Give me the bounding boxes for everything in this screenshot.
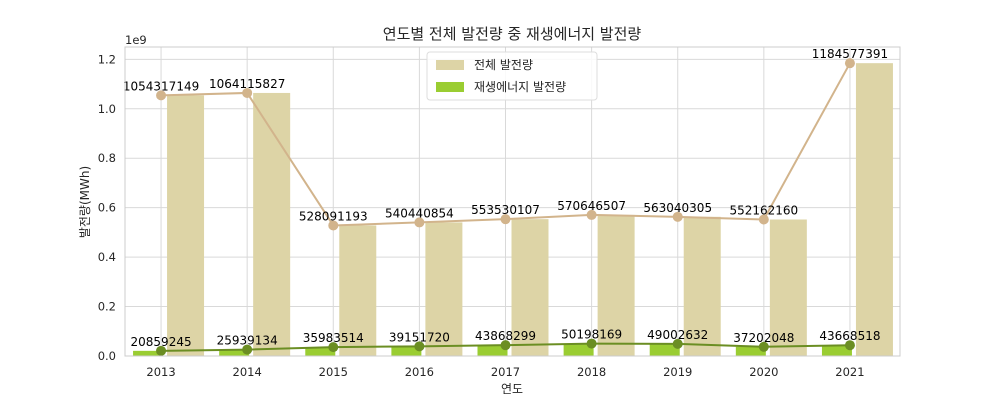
legend-swatch-renewable — [436, 82, 464, 92]
legend-label-renewable: 재생에너지 발전량 — [474, 80, 566, 94]
x-axis-label: 연도 — [501, 382, 523, 396]
plot-frame — [124, 46, 901, 357]
point-total — [586, 209, 597, 220]
data-label-renewable: 37202048 — [733, 331, 794, 345]
x-tick-label: 2017 — [491, 365, 520, 379]
bar-total — [683, 216, 721, 356]
data-label-total: 1184577391 — [812, 47, 888, 61]
point-total — [500, 214, 511, 225]
point-total — [672, 211, 683, 222]
x-tick-label: 2021 — [835, 365, 864, 379]
axis-layer: 0.0 0.2 0.4 0.6 0.8 1.0 1.2 2013 2014 2015 2016 201… — [98, 52, 865, 379]
x-tick-label: 2015 — [319, 365, 348, 379]
data-label-total: 1054317149 — [123, 79, 199, 93]
bar-total — [597, 214, 635, 356]
bar-renewable — [219, 349, 250, 356]
y-tick-label: 1.2 — [98, 52, 116, 66]
bar-total — [339, 225, 377, 356]
point-total — [414, 217, 425, 228]
bar-total — [855, 63, 893, 356]
y-tick-label: 1.0 — [98, 102, 116, 116]
point-total — [758, 214, 769, 225]
data-label-total: 570646507 — [557, 199, 626, 213]
y-tick-label: 0.2 — [98, 300, 116, 314]
point-renewable — [586, 338, 597, 349]
data-label-total: 540440854 — [385, 206, 454, 220]
y-tick-label: 0.8 — [98, 151, 116, 165]
line-layer — [156, 58, 855, 356]
point-total — [156, 90, 167, 101]
bar-renewable — [821, 345, 852, 356]
y-tick-label: 0.6 — [98, 201, 116, 215]
x-tick-label: 2014 — [233, 365, 262, 379]
data-label-renewable: 43668518 — [819, 329, 880, 343]
data-label-renewable: 49002632 — [647, 328, 708, 342]
legend: 전체 발전량 재생에너지 발전량 — [426, 51, 598, 101]
x-tick-label: 2016 — [405, 365, 434, 379]
label-layer: 1054317149 1064115827 528091193 540440854 55… — [123, 47, 888, 349]
x-tick-label: 2018 — [577, 365, 606, 379]
bar-layer — [133, 63, 893, 357]
bar-renewable — [649, 343, 680, 356]
chart-title: 연도별 전체 발전량 중 재생에너지 발전량 — [383, 25, 642, 43]
legend-label-total: 전체 발전량 — [474, 58, 533, 72]
bar-renewable — [477, 345, 508, 356]
x-tick-label: 2019 — [663, 365, 692, 379]
x-tick-label: 2013 — [146, 365, 175, 379]
bar-total — [253, 92, 291, 357]
bar-renewable — [391, 346, 422, 356]
point-renewable — [328, 342, 339, 353]
data-label-renewable: 35983514 — [303, 331, 364, 345]
bar-renewable — [133, 350, 164, 356]
x-tick-label: 2020 — [749, 365, 778, 379]
data-label-renewable: 25939134 — [217, 334, 278, 348]
legend-box — [426, 51, 598, 101]
data-label-renewable: 43868299 — [475, 329, 536, 343]
bar-renewable — [305, 347, 336, 356]
data-label-renewable: 39151720 — [389, 330, 450, 344]
data-label-renewable: 50198169 — [561, 328, 622, 342]
bar-total — [769, 219, 807, 356]
data-label-total: 563040305 — [643, 201, 712, 215]
point-total — [328, 220, 339, 231]
bar-renewable — [563, 343, 594, 356]
data-label-total: 553530107 — [471, 203, 540, 217]
bar-renewable — [735, 346, 766, 356]
point-total — [242, 87, 253, 98]
point-renewable — [156, 345, 167, 356]
y-tick-label: 0.0 — [98, 349, 116, 363]
y-axis-label: 발전량(MWh) — [78, 166, 92, 238]
y-axis-offset-label: 1e9 — [125, 33, 147, 47]
data-label-total: 552162160 — [729, 204, 798, 218]
data-label-total: 1064115827 — [209, 77, 285, 91]
legend-swatch-total — [436, 60, 464, 70]
point-renewable — [672, 338, 683, 349]
bar-total — [511, 219, 549, 356]
point-renewable — [500, 340, 511, 351]
bar-total — [167, 95, 205, 356]
point-renewable — [414, 341, 425, 352]
data-label-renewable: 20859245 — [131, 335, 192, 349]
point-renewable — [758, 341, 769, 352]
bar-total — [425, 222, 463, 356]
point-total — [844, 58, 855, 69]
point-renewable — [844, 340, 855, 351]
y-tick-label: 0.4 — [98, 250, 116, 264]
data-label-total: 528091193 — [299, 209, 368, 223]
point-renewable — [242, 344, 253, 355]
